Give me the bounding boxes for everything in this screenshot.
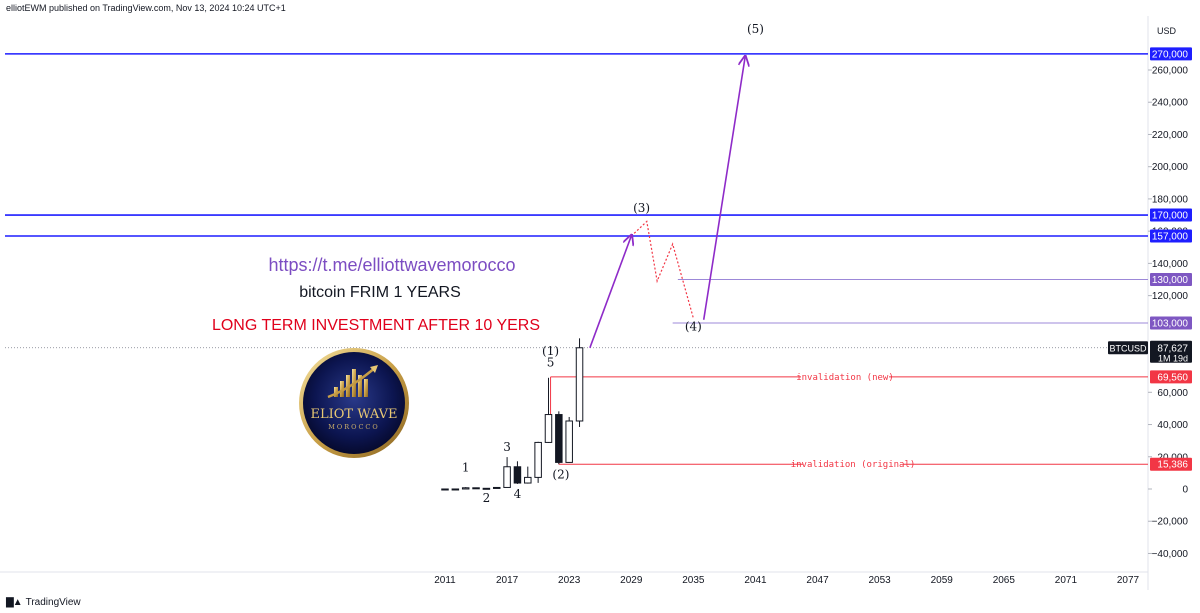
tradingview-brand-label: TradingView (25, 597, 81, 608)
y-tick-label: 220,000 (1152, 130, 1189, 141)
y-tick-label: 120,000 (1152, 291, 1189, 302)
invalidation-label-bg (803, 457, 903, 470)
wave-label: 2 (483, 491, 491, 505)
level-badge-103000 (1150, 316, 1192, 330)
y-tick-label: 60,000 (1157, 388, 1188, 399)
candle-body (492, 486, 501, 489)
last-price-tag (1150, 340, 1192, 363)
wave-label: (3) (633, 201, 650, 215)
candle-body (575, 347, 584, 422)
wave-label: (1) (542, 344, 559, 358)
logo-bar (340, 381, 344, 397)
subtitle-text: bitcoin FRIM 1 YEARS (299, 284, 461, 301)
candle-body (461, 487, 470, 490)
currency-label: USD (1157, 26, 1177, 36)
candle-body (534, 441, 542, 478)
logo-title: ELIOT WAVE (310, 407, 397, 422)
y-tick-label: 140,000 (1152, 259, 1189, 270)
x-tick-label: 2059 (931, 575, 954, 586)
level-badge-270000 (1150, 47, 1192, 61)
candle-body (472, 487, 480, 490)
logo-subtitle: MOROCCO (328, 423, 379, 431)
last-price-label: 87,627 (1157, 343, 1188, 354)
wave-projection-arrow-1 (589, 236, 631, 349)
logo-bar (334, 387, 338, 397)
candle-body (441, 488, 449, 491)
x-tick-label: 2077 (1117, 575, 1140, 586)
wave-label: 4 (514, 487, 522, 501)
level-badge-170000 (1150, 208, 1192, 222)
x-tick-label: 2023 (558, 575, 581, 586)
y-tick-label: 40,000 (1157, 420, 1188, 431)
headline-text: LONG TERM INVESTMENT AFTER 10 YERS (212, 317, 540, 334)
level-label-69560: 69,560 (1157, 372, 1188, 383)
level-label-103000: 103,000 (1152, 319, 1189, 330)
logo-arrow-icon (370, 365, 378, 373)
wave-label: (5) (747, 22, 764, 36)
x-tick-label: 2017 (496, 575, 519, 586)
wave-label: (4) (685, 319, 702, 333)
x-tick-label: 2041 (744, 575, 767, 586)
level-label-15386: 15,386 (1157, 460, 1188, 471)
y-tick-label: −20,000 (1152, 517, 1189, 528)
x-tick-label: 2029 (620, 575, 643, 586)
logo-bar (364, 379, 368, 397)
invalidation-new-label: invalidation (new) (796, 373, 894, 383)
level-label-170000: 170,000 (1152, 211, 1189, 222)
wave-projection-dotted (630, 220, 694, 319)
x-tick-label: 2035 (682, 575, 705, 586)
telegram-link: https://t.me/elliottwavemorocco (268, 255, 515, 275)
interval-label: 1M 19d (1158, 353, 1188, 363)
logo-disc (303, 352, 405, 454)
wave-label: 3 (503, 440, 511, 454)
y-tick-label: 200,000 (1152, 162, 1189, 173)
tradingview-logo-icon: ▇▲ (6, 597, 23, 608)
candle-body (482, 487, 491, 490)
y-tick-label: 260,000 (1152, 66, 1189, 77)
level-label-270000: 270,000 (1152, 49, 1189, 60)
level-badge-15386 (1150, 457, 1192, 471)
level-label-130000: 130,000 (1152, 275, 1189, 286)
candle-body (503, 466, 511, 488)
y-tick-label: −40,000 (1152, 549, 1189, 560)
tradingview-brand[interactable]: ▇▲ TradingView (6, 597, 81, 608)
invalidation-label-bg (801, 369, 889, 382)
x-tick-label: 2011 (434, 575, 456, 586)
x-tick-label: 2053 (869, 575, 892, 586)
logo-bar (358, 375, 362, 397)
candle-body (555, 414, 563, 463)
logo-swoosh (327, 366, 377, 399)
invalidation-original-label: invalidation (original) (791, 460, 916, 470)
wave-projection-arrow-2 (702, 57, 745, 320)
y-tick-label: 0 (1182, 485, 1188, 496)
wave-label: 1 (462, 460, 470, 474)
candle-body (513, 466, 522, 484)
level-badge-157000 (1150, 229, 1192, 243)
level-label-157000: 157,000 (1152, 231, 1189, 242)
candle-body (544, 414, 553, 443)
candle-body (565, 420, 573, 463)
y-tick-label: 240,000 (1152, 98, 1189, 109)
level-badge-69560 (1150, 370, 1192, 384)
candle-body (524, 476, 532, 484)
publisher-header: elliotEWM published on TradingView.com, … (6, 3, 286, 13)
level-badge-130000 (1150, 273, 1192, 286)
y-tick-label: 180,000 (1152, 194, 1189, 205)
candle-body (451, 488, 460, 491)
x-tick-label: 2065 (993, 575, 1016, 586)
x-tick-label: 2071 (1055, 575, 1078, 586)
symbol-label: BTCUSD (1109, 343, 1147, 353)
wave-label: (2) (552, 468, 569, 482)
wave-label: 5 (547, 356, 555, 370)
symbol-tag (1108, 341, 1148, 355)
x-tick-label: 2047 (806, 575, 829, 586)
